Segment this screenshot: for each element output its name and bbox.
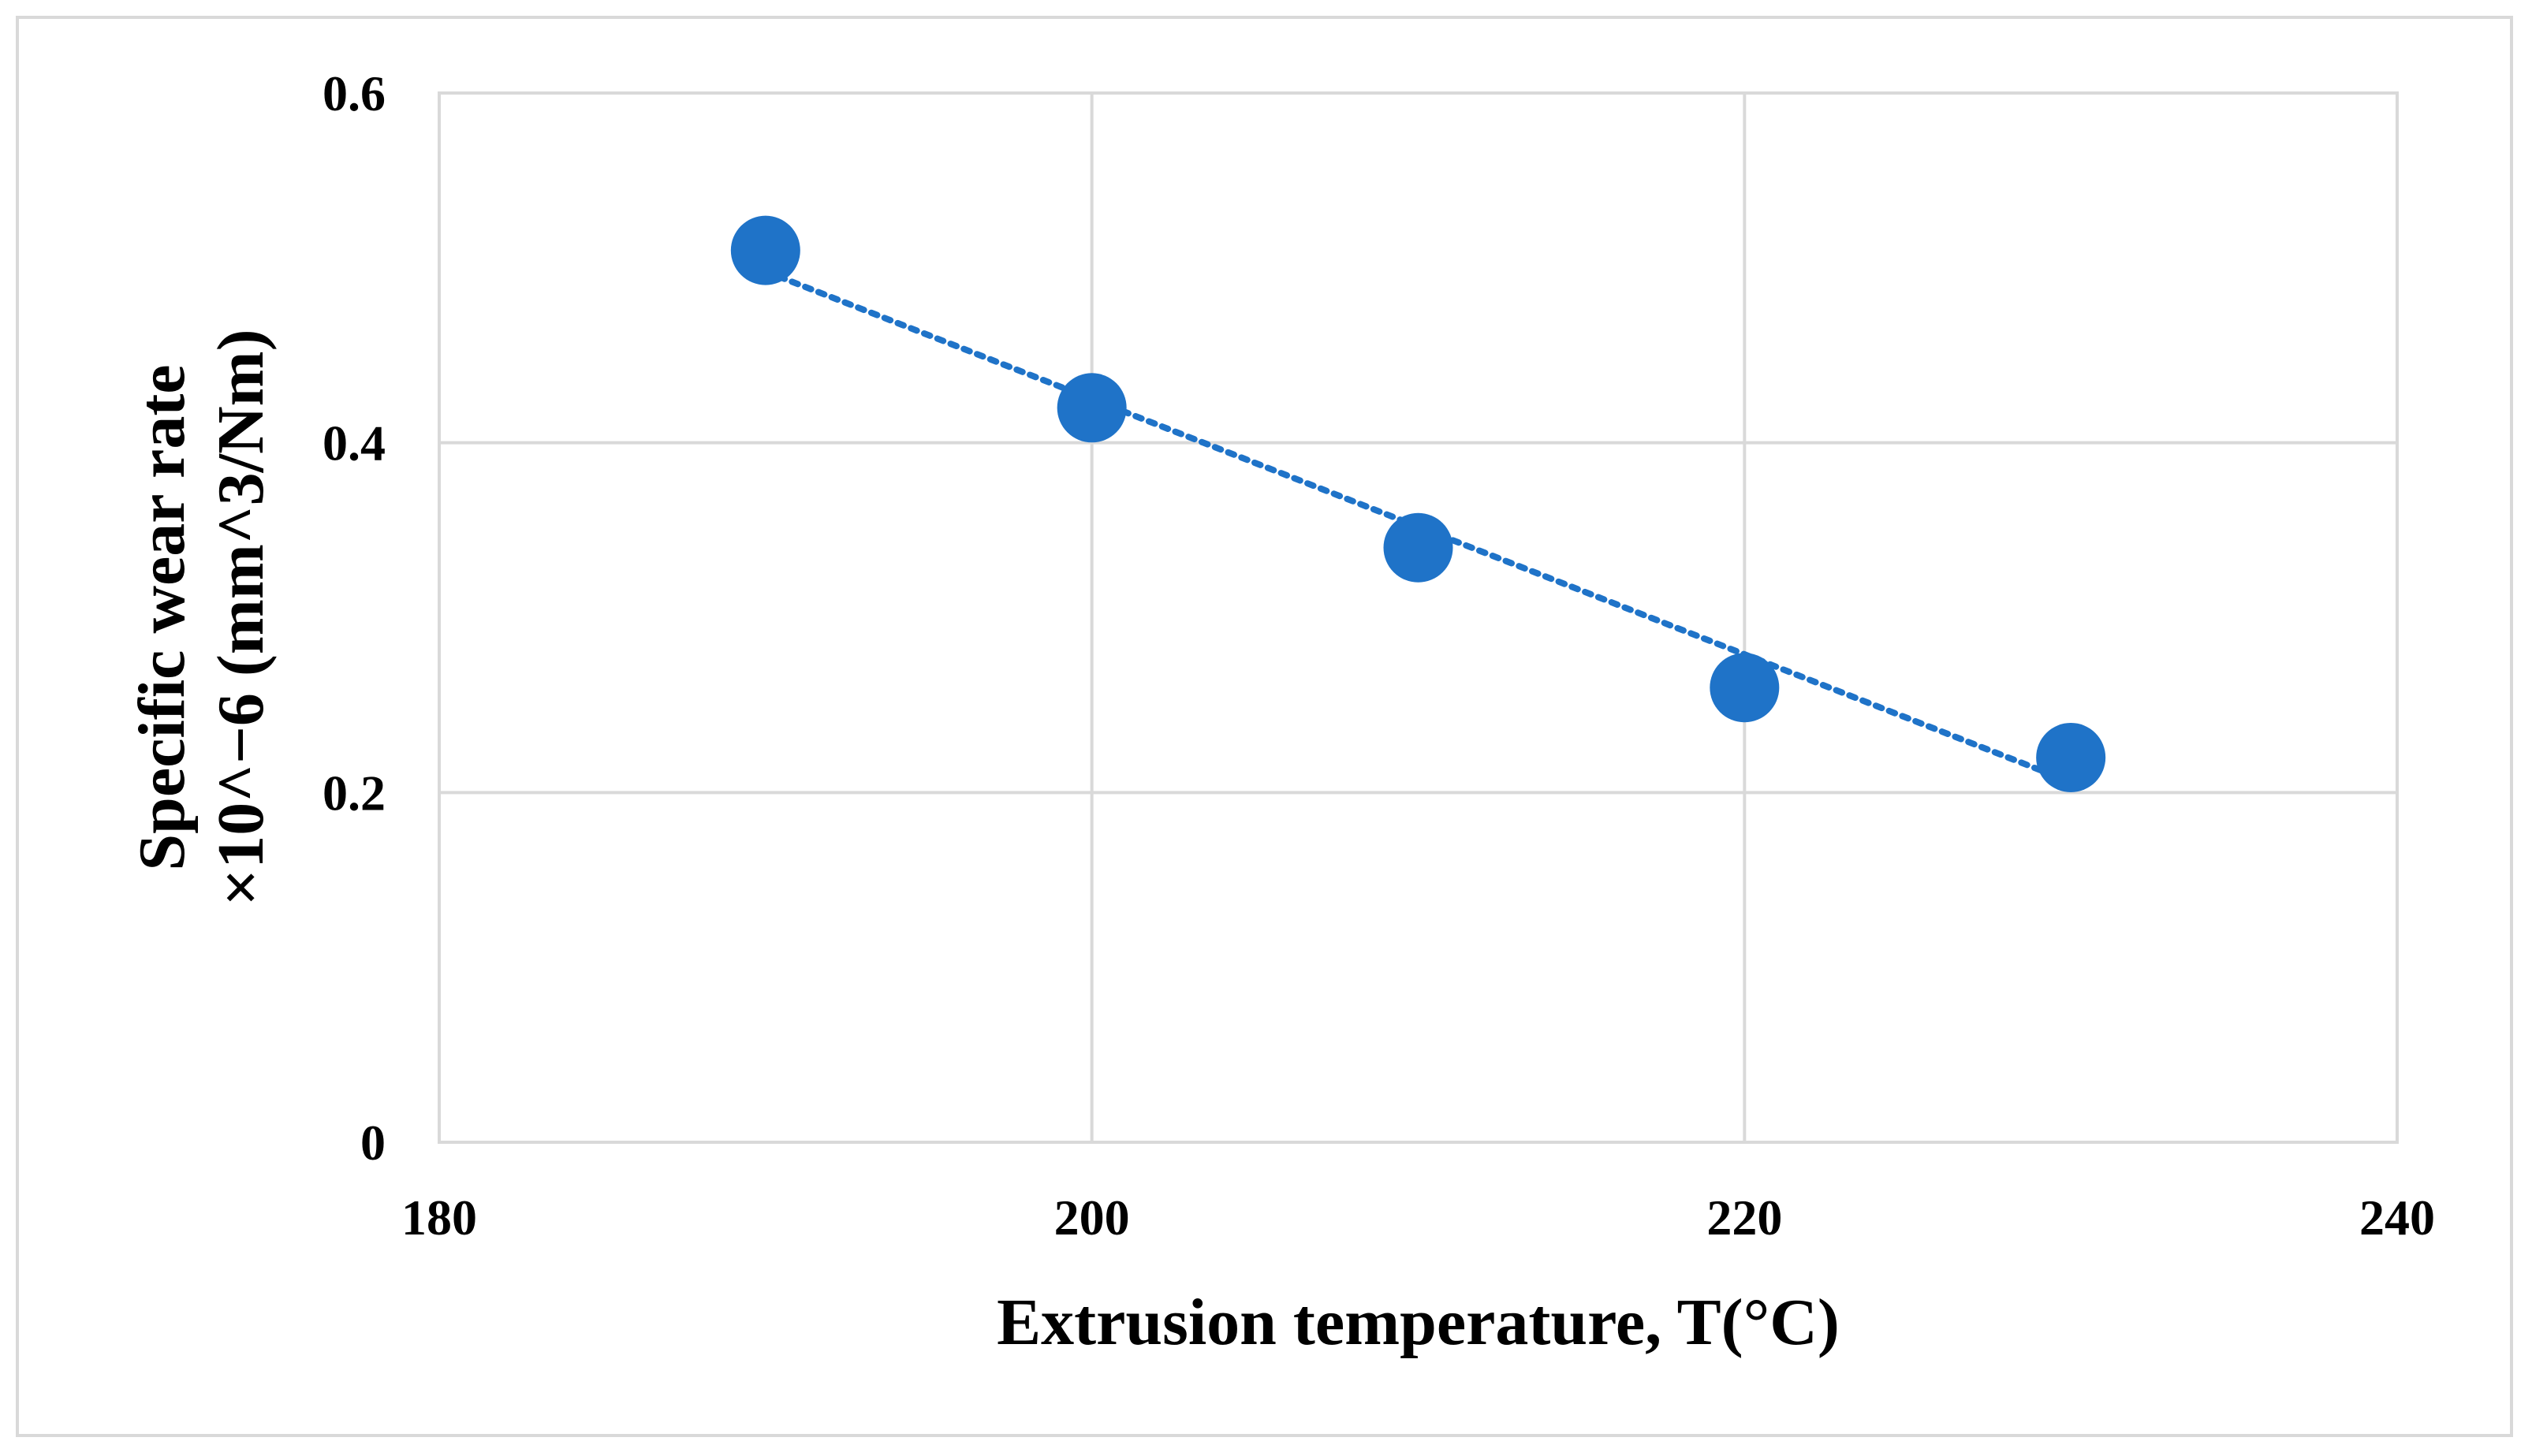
x-tick-label: 240 (2359, 1190, 2435, 1246)
x-axis-title: Extrusion temperature, T(°C) (997, 1286, 1840, 1359)
y-axis-title-line2: ×10^−6 (mm^3/Nm) (204, 329, 278, 906)
tick-labels: 180 200 220 240 0 0.2 0.4 0.6 (323, 65, 2435, 1246)
y-tick-label: 0 (360, 1115, 386, 1171)
x-tick-label: 220 (1706, 1190, 1782, 1246)
data-point (1383, 512, 1453, 583)
y-axis-title: Specific wear rate ×10^−6 (mm^3/Nm) (125, 329, 278, 906)
y-tick-label: 0.4 (323, 415, 386, 471)
data-point (730, 215, 800, 285)
data-point (1710, 653, 1780, 723)
x-tick-label: 200 (1054, 1190, 1130, 1246)
data-point (2036, 722, 2106, 792)
grid-layer (439, 93, 2397, 1142)
y-axis-title-line1: Specific wear rate (125, 364, 199, 870)
y-tick-label: 0.6 (323, 65, 386, 121)
x-tick-label: 180 (401, 1190, 477, 1246)
data-point (1057, 373, 1127, 443)
data-points (730, 215, 2106, 792)
y-tick-label: 0.2 (323, 765, 386, 821)
